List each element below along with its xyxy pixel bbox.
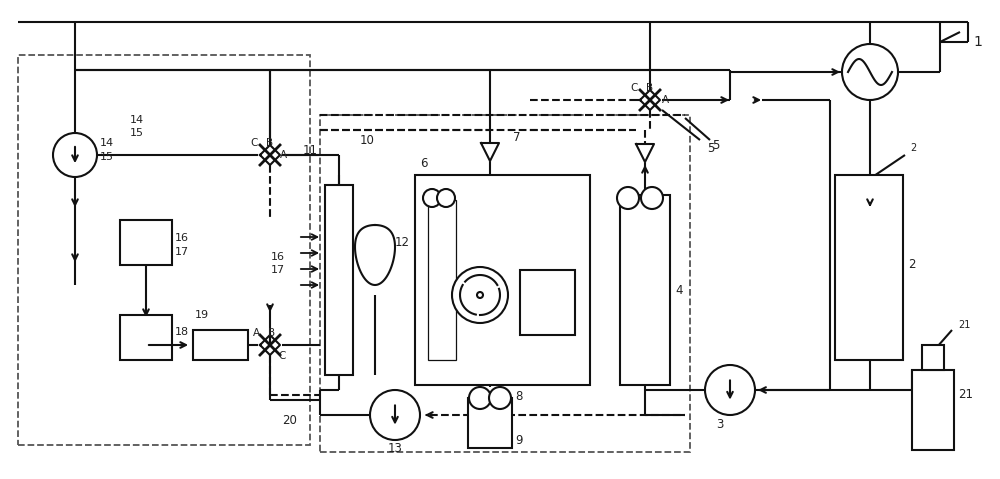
Circle shape <box>617 187 639 209</box>
Bar <box>468 398 512 448</box>
Text: A: A <box>279 150 287 160</box>
Bar <box>922 345 944 370</box>
Text: A: A <box>661 95 669 105</box>
Bar <box>320 115 690 452</box>
Circle shape <box>842 44 898 100</box>
Text: B: B <box>646 83 654 93</box>
Circle shape <box>489 387 511 409</box>
Text: A: A <box>252 328 260 338</box>
Text: 5: 5 <box>707 141 714 155</box>
Text: 6: 6 <box>420 157 428 170</box>
Text: 2: 2 <box>908 259 916 272</box>
Bar <box>18 55 310 445</box>
Text: 16: 16 <box>175 233 189 243</box>
Text: 20: 20 <box>283 413 297 426</box>
Bar <box>428 200 456 360</box>
Text: 17: 17 <box>271 265 285 275</box>
Text: B: B <box>266 138 274 148</box>
Text: 9: 9 <box>515 433 522 446</box>
Circle shape <box>370 390 420 440</box>
Polygon shape <box>481 143 499 161</box>
Text: 7: 7 <box>513 130 520 144</box>
Bar <box>120 220 172 265</box>
Text: 4: 4 <box>675 284 682 297</box>
Text: 3: 3 <box>716 419 724 432</box>
Circle shape <box>705 365 755 415</box>
Text: 15: 15 <box>130 128 144 138</box>
Bar <box>120 315 172 360</box>
Bar <box>325 185 353 375</box>
Text: 21: 21 <box>958 388 973 401</box>
Text: C: C <box>250 138 258 148</box>
Polygon shape <box>355 225 395 285</box>
Text: C: C <box>278 351 286 361</box>
Text: 1: 1 <box>973 35 982 49</box>
Bar <box>912 370 954 450</box>
Text: 14: 14 <box>130 115 144 125</box>
Circle shape <box>53 133 97 177</box>
Text: 15: 15 <box>100 152 114 162</box>
Text: 12: 12 <box>395 236 410 249</box>
Circle shape <box>469 387 491 409</box>
Text: 10: 10 <box>360 134 375 147</box>
Circle shape <box>437 189 455 207</box>
Text: 13: 13 <box>388 442 402 455</box>
Polygon shape <box>636 144 654 162</box>
Circle shape <box>452 267 508 323</box>
Text: 11: 11 <box>303 144 318 157</box>
Circle shape <box>423 189 441 207</box>
Text: 17: 17 <box>175 247 189 257</box>
Text: 14: 14 <box>100 138 114 148</box>
Bar <box>835 175 903 360</box>
Text: 19: 19 <box>195 310 209 320</box>
Text: 8: 8 <box>515 390 522 403</box>
Bar <box>520 270 575 335</box>
Text: 16: 16 <box>271 252 285 262</box>
Text: 21: 21 <box>958 320 970 330</box>
Circle shape <box>641 187 663 209</box>
Text: 18: 18 <box>175 327 189 337</box>
Text: 5: 5 <box>712 138 720 151</box>
Bar <box>620 195 670 385</box>
Bar <box>415 175 590 385</box>
Text: C: C <box>630 83 638 93</box>
Circle shape <box>477 292 483 298</box>
Text: 2: 2 <box>910 143 916 153</box>
Bar <box>193 330 248 360</box>
Text: B: B <box>268 328 276 338</box>
